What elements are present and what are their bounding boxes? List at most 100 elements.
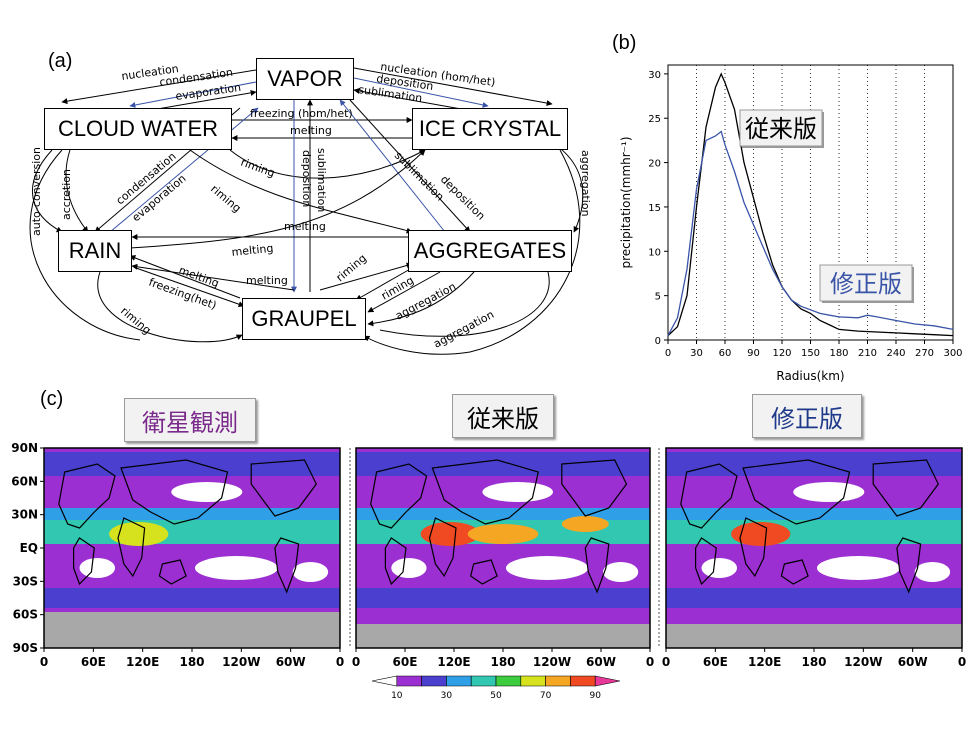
continent-outline xyxy=(584,537,610,594)
y-axis-label: precipitation(mmhr⁻¹) xyxy=(619,136,633,268)
x-tick-label: 30 xyxy=(690,348,703,359)
label-melting-top: melting xyxy=(290,124,332,137)
map-panel-2: 0 60E 120E 180 120W 60W 0 xyxy=(352,447,654,669)
map-hotspot-1 xyxy=(109,522,169,546)
series-line-1 xyxy=(667,72,954,337)
map-band-north xyxy=(356,452,650,476)
label-deposition-mid: deposition xyxy=(300,150,313,207)
map-band-itcz xyxy=(666,520,962,544)
x-axis-label: Radius(km) xyxy=(776,369,844,383)
microphysics-diagram: nucleation condensation evaporation nucl… xyxy=(29,60,592,355)
lon-tick-label: 60E xyxy=(703,655,728,669)
lat-tick-label: 60N xyxy=(11,474,38,488)
colorbar-tick-label: 90 xyxy=(589,691,601,701)
lat-tick-label: 30S xyxy=(13,574,38,588)
map-panel-1: 0 60E 120E 180 120W 60W 0 xyxy=(40,447,344,669)
continent-outline xyxy=(896,537,922,594)
colorbar-tick-label: 30 xyxy=(441,691,453,701)
colorbar-tick-label: 70 xyxy=(540,691,552,701)
lon-tick-label: 60E xyxy=(393,655,418,669)
panel-label-c: (c) xyxy=(40,388,64,410)
lat-tick-label: 60S xyxy=(13,608,38,622)
panel-label-a: (a) xyxy=(48,50,73,72)
colorbar-swatch xyxy=(396,675,422,687)
colorbar-swatch xyxy=(495,675,522,687)
legend-box-1 xyxy=(739,109,823,147)
map-background xyxy=(666,448,962,648)
colorbar-swatch xyxy=(371,675,398,687)
label-freezing-hom-het: freezing (hom/het) xyxy=(250,107,353,120)
lon-tick-label: 120W xyxy=(533,655,571,669)
map-dry-zone xyxy=(701,558,738,578)
label-aggregation-right: aggregation xyxy=(579,150,592,217)
map-dry-zone xyxy=(816,556,900,580)
map-antarctica xyxy=(44,612,340,648)
node-rain: RAIN xyxy=(58,230,132,272)
map-title-satellite: 衛星観測 xyxy=(124,398,256,442)
colorbar-swatch xyxy=(446,675,472,687)
map-dry-zone xyxy=(194,556,278,580)
map-dry-zone xyxy=(171,482,243,502)
x-tick-label: 120 xyxy=(772,348,791,359)
colorbar-swatch xyxy=(594,675,621,687)
label-melting-low1: melting xyxy=(177,264,221,291)
panel-label-b: (b) xyxy=(612,32,637,54)
label-melting-mid: melting xyxy=(284,220,326,233)
lon-tick-label: 0 xyxy=(40,655,48,669)
continent-outline xyxy=(561,459,628,517)
map-hotspot-2 xyxy=(467,524,539,544)
node-aggregates: AGGREGATES xyxy=(408,230,572,272)
continent-outline xyxy=(742,459,851,525)
node-vapor: VAPOR xyxy=(256,58,354,100)
lon-tick-label: 180 xyxy=(179,655,204,669)
y-tick-label: 30 xyxy=(648,70,661,81)
lon-tick-label: 60W xyxy=(898,655,928,669)
continent-outline xyxy=(58,463,116,529)
lon-tick-label: 0 xyxy=(352,655,360,669)
map-title-conventional-text: 従来版 xyxy=(467,404,539,433)
continent-outline xyxy=(73,537,95,586)
continent-outline xyxy=(431,459,540,525)
label-riming-bottom-left: riming xyxy=(118,304,153,337)
lon-tick-label: 60W xyxy=(276,655,306,669)
lat-tick-label: 90S xyxy=(13,641,38,655)
x-tick-label: 300 xyxy=(943,348,962,359)
colorbar-tick-label: 50 xyxy=(490,691,502,701)
lon-tick-label: 0 xyxy=(662,655,670,669)
continent-outline xyxy=(695,537,717,586)
map-dry-zone xyxy=(602,562,639,582)
map-dry-zone xyxy=(793,482,865,502)
lon-tick-label: 120E xyxy=(437,655,470,669)
lon-tick-label: 0 xyxy=(958,655,966,669)
map-band-north xyxy=(666,452,962,476)
colorbar-swatch xyxy=(470,675,497,687)
colorbar-tick-label: 10 xyxy=(391,691,403,701)
lat-tick-label: EQ xyxy=(20,541,38,555)
label-melting-low2: melting xyxy=(246,274,288,287)
continent-outline xyxy=(384,537,407,586)
continent-outline xyxy=(370,463,428,529)
x-tick-label: 270 xyxy=(915,348,934,359)
precip-maps: 0 60E 120E 180 120W 60W 0 0 60E 120E 180 120W 60W 0 0 6… xyxy=(11,441,966,701)
lon-tick-label: 180 xyxy=(490,655,515,669)
map-band-south xyxy=(666,588,962,608)
x-tick-label: 150 xyxy=(801,348,820,359)
colorbar-swatch xyxy=(520,675,546,687)
continent-outline xyxy=(872,459,939,517)
lat-tick-label: 90N xyxy=(11,441,38,455)
y-tick-label: 5 xyxy=(655,292,661,303)
x-tick-label: 90 xyxy=(747,348,760,359)
map-antarctica xyxy=(666,624,962,648)
map-hotspot-1 xyxy=(731,522,791,546)
continent-outline xyxy=(274,537,300,594)
map-title-revised: 修正版 xyxy=(752,394,862,438)
label-sublimation-mid: sublimation xyxy=(315,148,328,212)
colorbar-swatch xyxy=(570,675,596,687)
lon-tick-label: 120E xyxy=(748,655,781,669)
x-tick-label: 0 xyxy=(665,348,671,359)
lon-tick-label: 0 xyxy=(646,655,654,669)
lon-tick-label: 120E xyxy=(126,655,159,669)
node-ice-crystal: ICE CRYSTAL xyxy=(412,108,568,150)
label-riming-2: riming xyxy=(208,182,243,215)
continent-outline xyxy=(428,517,457,578)
